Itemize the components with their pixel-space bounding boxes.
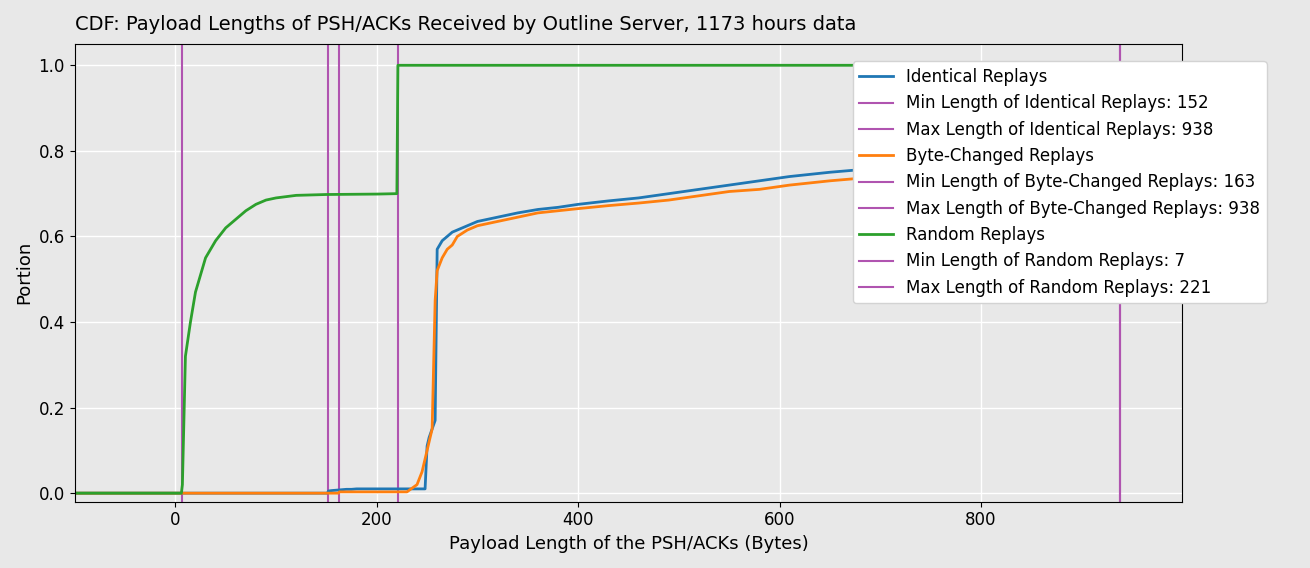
Y-axis label: Portion: Portion [14,241,33,304]
X-axis label: Payload Length of the PSH/ACKs (Bytes): Payload Length of the PSH/ACKs (Bytes) [448,535,808,553]
Text: CDF: Payload Lengths of PSH/ACKs Received by Outline Server, 1173 hours data: CDF: Payload Lengths of PSH/ACKs Receive… [75,15,855,34]
Legend: Identical Replays, Min Length of Identical Replays: 152, Max Length of Identical: Identical Replays, Min Length of Identic… [853,61,1267,303]
